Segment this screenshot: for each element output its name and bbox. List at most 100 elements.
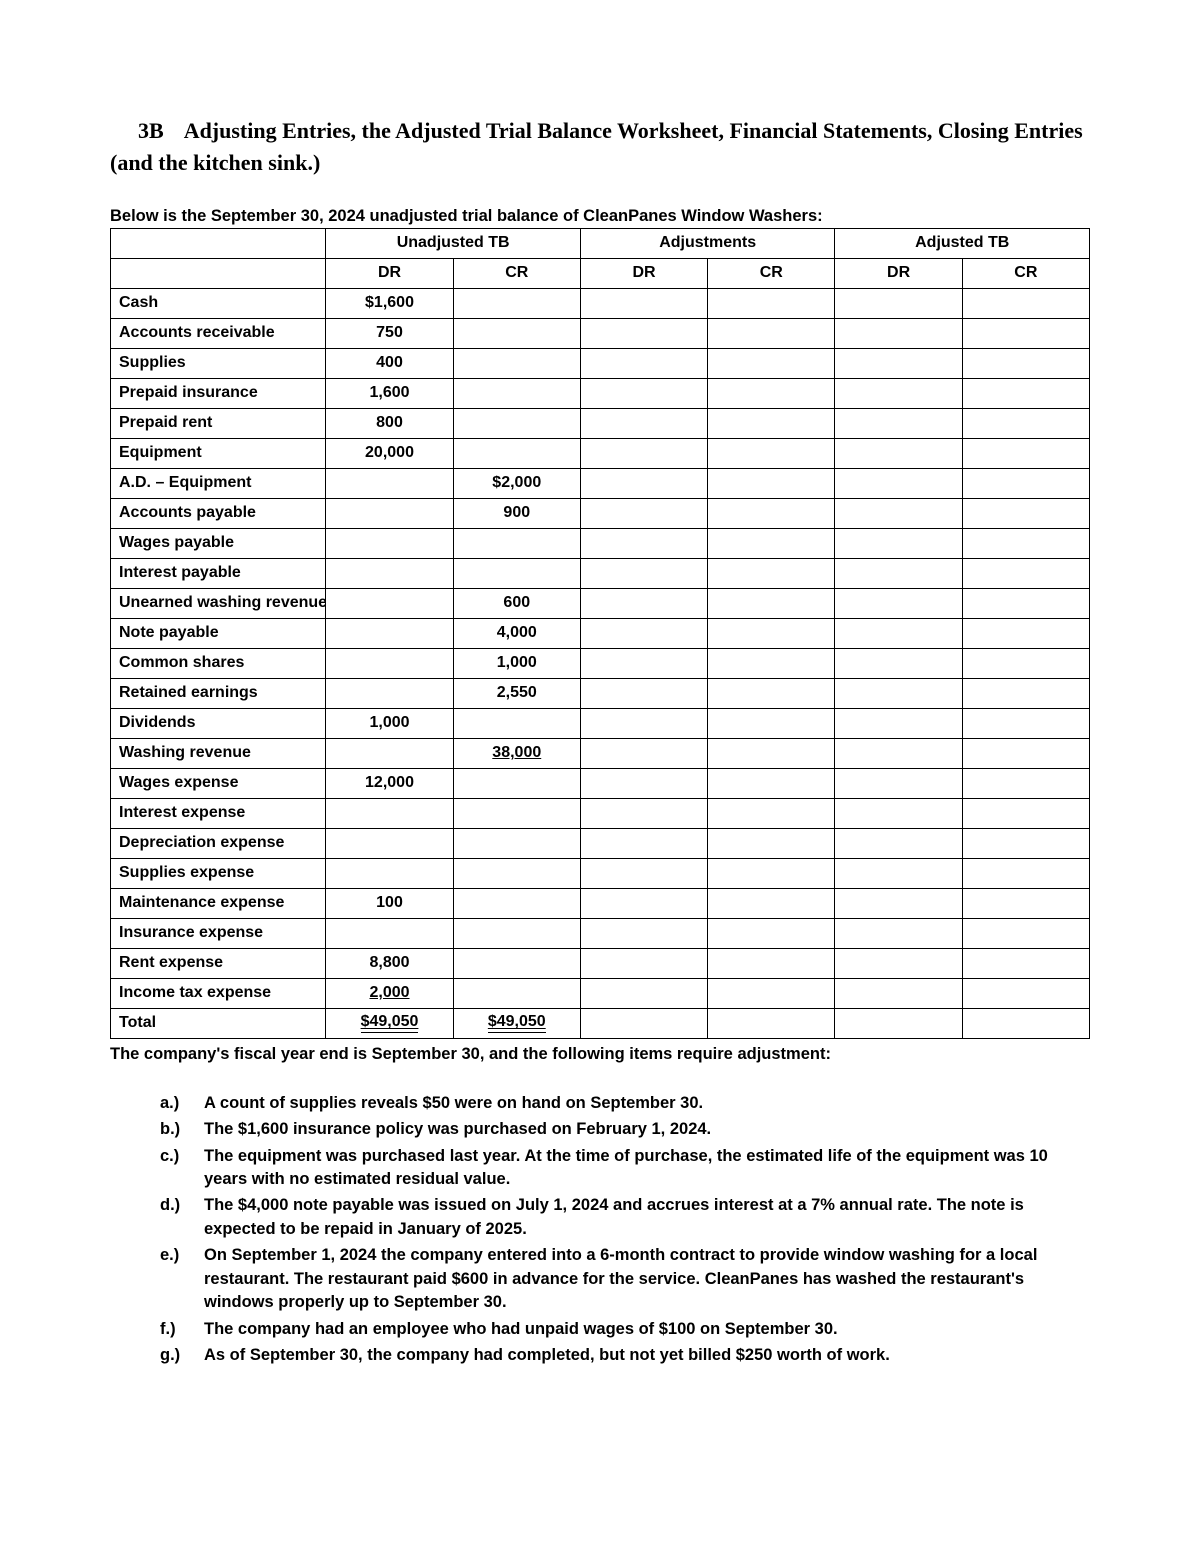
empty-cell: [835, 828, 962, 858]
table-row: Wages payable: [111, 528, 1090, 558]
empty-cell: [962, 1008, 1089, 1038]
empty-cell: [708, 588, 835, 618]
list-text: The equipment was purchased last year. A…: [204, 1147, 1048, 1188]
account-name: Interest payable: [111, 558, 326, 588]
unadjusted-cr: [453, 708, 580, 738]
empty-cell: [835, 438, 962, 468]
table-row: Dividends1,000: [111, 708, 1090, 738]
empty-cell: [835, 708, 962, 738]
table-row: Supplies expense: [111, 858, 1090, 888]
list-item: g.)As of September 30, the company had c…: [160, 1344, 1090, 1367]
empty-cell: [835, 378, 962, 408]
empty-cell: [580, 678, 707, 708]
table-row: Depreciation expense: [111, 828, 1090, 858]
empty-cell: [580, 348, 707, 378]
table-row: Maintenance expense100: [111, 888, 1090, 918]
account-name: Prepaid rent: [111, 408, 326, 438]
unadjusted-cr: $2,000: [453, 468, 580, 498]
empty-cell: [708, 648, 835, 678]
table-row: Accounts payable900: [111, 498, 1090, 528]
table-row: Note payable4,000: [111, 618, 1090, 648]
empty-cell: [962, 618, 1089, 648]
empty-cell: [835, 798, 962, 828]
empty-cell: [962, 678, 1089, 708]
empty-cell: [835, 918, 962, 948]
empty-cell: [708, 348, 835, 378]
empty-cell: [835, 978, 962, 1008]
unadjusted-dr: [326, 468, 453, 498]
account-name: Supplies expense: [111, 858, 326, 888]
empty-cell: [580, 318, 707, 348]
table-total-row: Total$49,050$49,050: [111, 1008, 1090, 1038]
empty-cell: [962, 408, 1089, 438]
empty-cell: [835, 288, 962, 318]
empty-cell: [580, 438, 707, 468]
empty-cell: [962, 738, 1089, 768]
empty-cell: [708, 378, 835, 408]
empty-cell: [835, 498, 962, 528]
list-text: The $4,000 note payable was issued on Ju…: [204, 1196, 1024, 1237]
empty-cell: [580, 768, 707, 798]
unadjusted-dr: [326, 588, 453, 618]
list-item: c.)The equipment was purchased last year…: [160, 1145, 1090, 1192]
empty-cell: [962, 288, 1089, 318]
empty-cell: [962, 708, 1089, 738]
empty-cell: [962, 498, 1089, 528]
empty-cell: [835, 318, 962, 348]
empty-cell: [962, 768, 1089, 798]
empty-cell: [962, 978, 1089, 1008]
account-name: Dividends: [111, 708, 326, 738]
empty-cell: [580, 708, 707, 738]
table-row: Interest expense: [111, 798, 1090, 828]
unadjusted-dr: 1,000: [326, 708, 453, 738]
empty-cell: [580, 618, 707, 648]
empty-cell: [962, 528, 1089, 558]
list-text: A count of supplies reveals $50 were on …: [204, 1094, 703, 1112]
unadjusted-cr: [453, 948, 580, 978]
list-bullet: a.): [160, 1092, 179, 1115]
empty-cell: [708, 858, 835, 888]
total-label: Total: [111, 1008, 326, 1038]
table-subheaders: DR CR DR CR DR CR: [111, 258, 1090, 288]
empty-cell: [580, 738, 707, 768]
list-text: As of September 30, the company had comp…: [204, 1346, 890, 1364]
table-row: Common shares1,000: [111, 648, 1090, 678]
unadjusted-dr: [326, 828, 453, 858]
empty-cell: [835, 738, 962, 768]
unadjusted-cr: 600: [453, 588, 580, 618]
empty-cell: [962, 348, 1089, 378]
unadjusted-dr: 750: [326, 318, 453, 348]
unadjusted-dr: 8,800: [326, 948, 453, 978]
empty-cell: [580, 378, 707, 408]
cr-header: CR: [708, 258, 835, 288]
blank-subheader: [111, 258, 326, 288]
account-name: Cash: [111, 288, 326, 318]
account-name: Accounts payable: [111, 498, 326, 528]
empty-cell: [835, 348, 962, 378]
empty-cell: [708, 678, 835, 708]
table-row: Cash$1,600: [111, 288, 1090, 318]
empty-cell: [962, 648, 1089, 678]
list-item: e.)On September 1, 2024 the company ente…: [160, 1244, 1090, 1314]
empty-cell: [835, 768, 962, 798]
cr-header: CR: [453, 258, 580, 288]
table-row: Prepaid rent800: [111, 408, 1090, 438]
empty-cell: [580, 828, 707, 858]
account-name: Washing revenue: [111, 738, 326, 768]
empty-cell: [962, 858, 1089, 888]
empty-cell: [962, 468, 1089, 498]
intro-text: Below is the September 30, 2024 unadjust…: [110, 207, 1090, 226]
unadjusted-cr: [453, 768, 580, 798]
dr-header: DR: [580, 258, 707, 288]
unadjusted-cr: 1,000: [453, 648, 580, 678]
empty-cell: [580, 588, 707, 618]
dr-header: DR: [326, 258, 453, 288]
table-row: Washing revenue38,000: [111, 738, 1090, 768]
empty-cell: [708, 528, 835, 558]
empty-cell: [580, 558, 707, 588]
cr-header: CR: [962, 258, 1089, 288]
below-note: The company's fiscal year end is Septemb…: [110, 1045, 1090, 1064]
empty-cell: [580, 468, 707, 498]
unadjusted-dr: [326, 648, 453, 678]
table-row: Rent expense8,800: [111, 948, 1090, 978]
